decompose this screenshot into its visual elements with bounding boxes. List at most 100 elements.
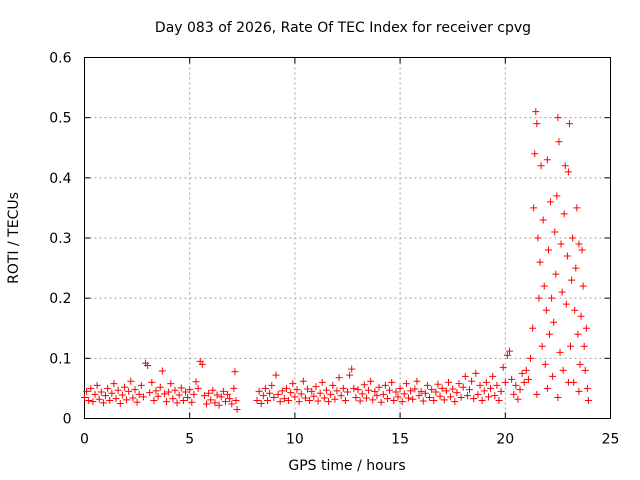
data-point [91, 390, 99, 398]
data-point [230, 384, 238, 392]
data-point [484, 393, 492, 401]
plot-frame [84, 57, 611, 419]
data-point [457, 393, 465, 401]
data-point [476, 381, 484, 389]
y-tick-labels: 0 0.1 0.2 0.3 0.4 0.5 0.6 [49, 51, 71, 428]
data-point [282, 384, 290, 392]
data-point [106, 396, 114, 404]
data-point [160, 390, 168, 398]
data-point [478, 396, 486, 404]
data-point [85, 396, 93, 404]
data-point [116, 399, 124, 407]
data-point [228, 400, 236, 408]
data-point [231, 368, 239, 376]
x-tick-labels: 0 5 10 15 20 25 [80, 432, 619, 448]
data-point [293, 386, 301, 394]
data-point [280, 395, 288, 403]
data-point [215, 401, 223, 409]
data-point [362, 394, 370, 402]
data-point [232, 396, 240, 404]
data-point [203, 400, 211, 408]
data-point [272, 371, 280, 379]
data-point [453, 389, 461, 397]
data-point [489, 372, 497, 380]
data-point [548, 294, 556, 302]
data-point [455, 380, 463, 388]
data-point [123, 396, 131, 404]
data-point [561, 162, 569, 170]
data-point [555, 138, 563, 146]
data-point [447, 393, 455, 401]
data-point [163, 398, 171, 406]
data-point [527, 354, 535, 362]
data-point [295, 398, 303, 406]
data-point [135, 390, 143, 398]
data-point [150, 396, 158, 404]
data-point [139, 393, 147, 401]
data-point [398, 398, 406, 406]
data-point [491, 392, 499, 400]
data-point [316, 389, 324, 397]
data-point [556, 348, 564, 356]
data-point [375, 383, 383, 391]
data-point [325, 398, 333, 406]
data-point [547, 198, 555, 206]
data-point [430, 396, 438, 404]
data-point [442, 387, 450, 395]
data-point [369, 396, 377, 404]
data-point [551, 228, 559, 236]
data-point [253, 396, 261, 404]
data-point [396, 384, 404, 392]
data-point [533, 390, 541, 398]
data-point [264, 396, 272, 404]
data-point [285, 396, 293, 404]
x-tick-label: 10 [286, 432, 304, 448]
data-point [120, 383, 128, 391]
data-point [301, 394, 309, 402]
data-point [95, 395, 103, 403]
data-point [392, 388, 400, 396]
data-point [558, 288, 566, 296]
data-point [520, 378, 528, 386]
data-point [402, 380, 410, 388]
data-point [377, 398, 385, 406]
data-point [518, 369, 526, 377]
data-point [226, 395, 234, 403]
data-point [510, 390, 518, 398]
chart-title: Day 083 of 2026, Rate Of TEC Index for r… [155, 20, 531, 36]
data-point [177, 384, 185, 392]
data-point [564, 378, 572, 386]
data-point [512, 381, 520, 389]
data-point [470, 395, 478, 403]
data-point [571, 306, 579, 314]
data-point [335, 374, 343, 382]
data-point [322, 386, 330, 394]
data-point [268, 381, 276, 389]
data-point [224, 390, 232, 398]
x-tick-label: 25 [602, 432, 620, 448]
data-point [542, 306, 550, 314]
data-point [129, 394, 137, 402]
data-point [179, 396, 187, 404]
data-point [320, 394, 328, 402]
data-point [568, 276, 576, 284]
data-point [544, 246, 552, 254]
data-point [569, 234, 577, 242]
grid-lines [84, 57, 611, 419]
data-point [287, 389, 295, 397]
data-point [474, 390, 482, 398]
data-point [560, 210, 568, 218]
data-point [346, 371, 354, 379]
data-point [137, 381, 145, 389]
data-point [278, 387, 286, 395]
data-point [152, 387, 160, 395]
x-tick-label: 0 [80, 432, 89, 448]
data-point [580, 342, 588, 350]
data-point [508, 375, 516, 383]
data-point [289, 380, 297, 388]
data-point [314, 397, 322, 405]
data-point [522, 366, 530, 374]
data-point [426, 393, 434, 401]
data-point [434, 380, 442, 388]
data-point [291, 393, 299, 401]
